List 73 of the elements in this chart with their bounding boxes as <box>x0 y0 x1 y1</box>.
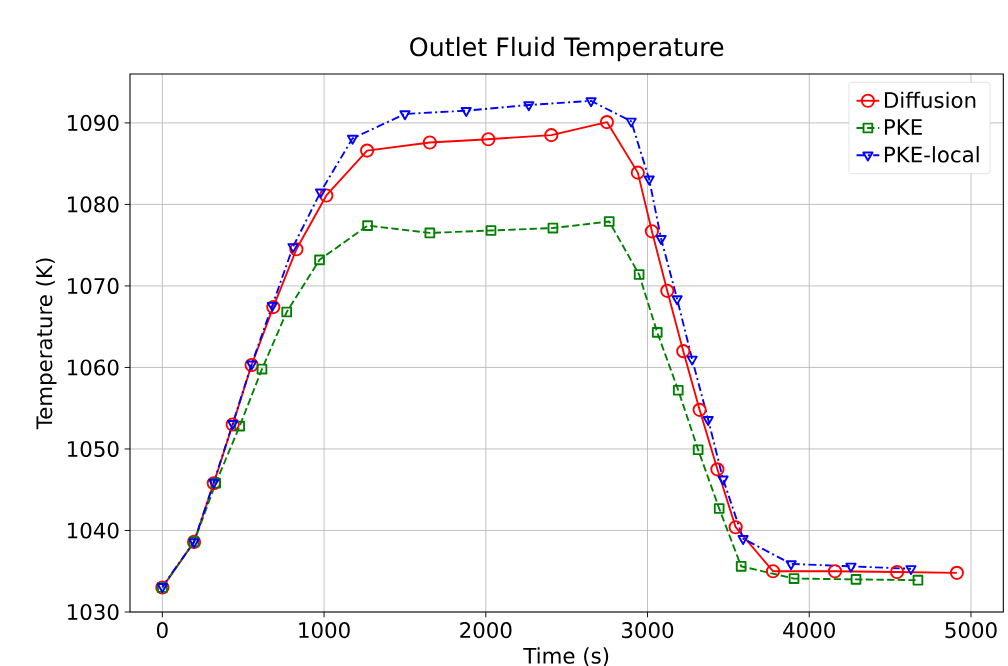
point <box>827 564 843 579</box>
point <box>710 462 725 477</box>
point <box>890 564 905 580</box>
point <box>728 520 743 535</box>
point <box>765 564 781 579</box>
point <box>289 242 304 257</box>
point <box>256 363 268 375</box>
point <box>544 128 559 143</box>
x-tick-label: 0 <box>156 622 168 639</box>
point <box>625 117 637 128</box>
point <box>547 222 559 234</box>
point <box>633 269 645 280</box>
y-tick-label: 1060 <box>68 359 119 376</box>
legend-label: Diffusion <box>884 91 976 109</box>
point <box>905 565 917 576</box>
point <box>912 574 924 586</box>
x-tick-label: 5000 <box>945 622 997 639</box>
point <box>603 216 615 227</box>
point <box>314 188 327 199</box>
point <box>599 115 615 130</box>
x-tick-label: 3000 <box>622 622 674 639</box>
point <box>346 134 359 145</box>
point <box>717 475 729 486</box>
point <box>686 355 698 366</box>
x-tick-label: 2000 <box>460 622 512 639</box>
point <box>424 227 436 239</box>
x-axis-title: Time (s) <box>523 647 609 666</box>
x-tick-label: 4000 <box>783 622 835 639</box>
point <box>845 562 857 573</box>
y-tick-label: 1050 <box>68 440 119 458</box>
chart-title: Outlet Fluid Temperature <box>410 36 724 62</box>
point <box>655 235 667 245</box>
point <box>660 283 675 298</box>
point <box>643 175 655 186</box>
point <box>360 143 375 158</box>
y-tick-label: 1090 <box>68 114 119 131</box>
point <box>485 225 497 236</box>
point <box>281 306 293 318</box>
point <box>949 565 964 580</box>
point <box>713 503 725 514</box>
point <box>737 535 749 545</box>
legend-label: PKE-local <box>884 146 979 163</box>
point <box>481 132 496 147</box>
point <box>287 243 299 254</box>
y-tick-label: 1070 <box>68 277 119 294</box>
point <box>672 384 684 396</box>
point <box>422 135 437 150</box>
legend-label: PKE <box>884 119 922 135</box>
point <box>585 97 597 108</box>
y-axis-title: Temperature (K) <box>35 258 57 430</box>
point <box>692 402 707 417</box>
point <box>671 295 683 306</box>
point <box>735 561 747 572</box>
y-tick-label: 1040 <box>68 522 119 539</box>
point <box>234 420 245 432</box>
point <box>362 220 373 231</box>
point <box>785 560 797 571</box>
y-tick-label: 1080 <box>68 196 119 213</box>
y-tick-label: 1030 <box>68 603 119 621</box>
point <box>788 573 800 584</box>
point <box>644 224 659 239</box>
point <box>399 110 411 121</box>
x-tick-label: 1000 <box>299 622 350 639</box>
point <box>692 444 704 456</box>
point <box>314 254 325 266</box>
point <box>523 101 535 112</box>
point <box>630 165 645 180</box>
point <box>460 107 472 117</box>
point <box>651 327 663 338</box>
point <box>319 188 334 203</box>
point <box>702 416 714 426</box>
point <box>676 344 691 359</box>
point <box>850 574 862 585</box>
